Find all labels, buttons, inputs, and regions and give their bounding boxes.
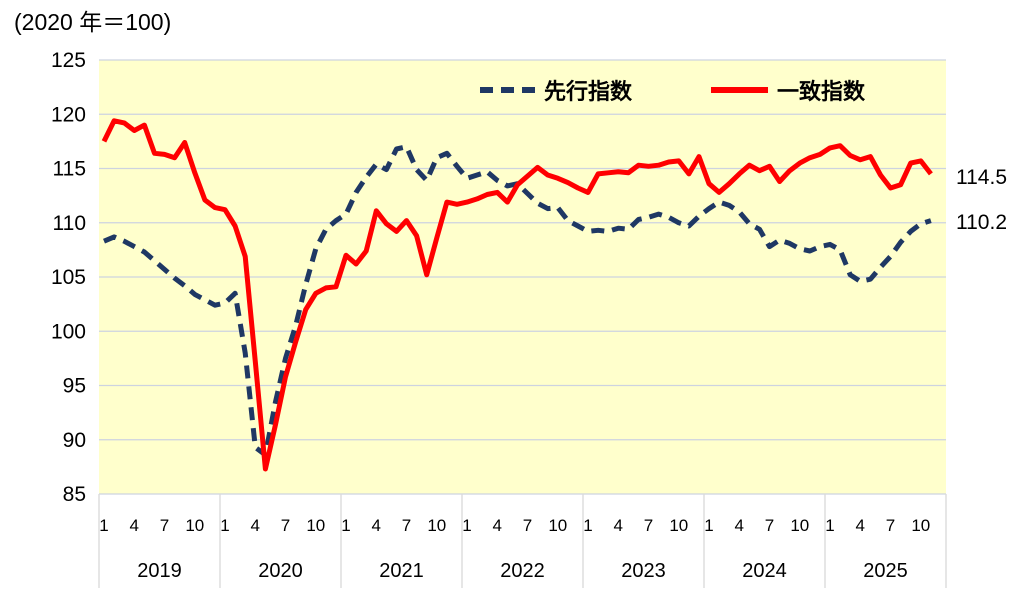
x-year-label: 2019 (137, 560, 182, 582)
x-year-label: 2025 (863, 560, 908, 582)
y-tick-label: 105 (51, 266, 86, 289)
x-month-label: 7 (644, 516, 653, 535)
x-year-label: 2023 (621, 560, 666, 582)
x-month-label: 1 (825, 516, 834, 535)
x-month-label: 4 (856, 516, 865, 535)
x-month-label: 7 (765, 516, 774, 535)
y-tick-label: 95 (63, 375, 86, 398)
chart-title: (2020 年＝100) (14, 9, 171, 35)
x-month-label: 4 (130, 516, 139, 535)
x-month-label: 4 (614, 516, 623, 535)
y-tick-label: 100 (51, 320, 86, 343)
x-month-label: 10 (185, 516, 204, 535)
x-month-label: 10 (669, 516, 688, 535)
x-month-label: 1 (583, 516, 592, 535)
y-tick-label: 90 (63, 429, 86, 452)
x-month-label: 7 (523, 516, 532, 535)
x-month-label: 1 (99, 516, 108, 535)
x-month-label: 1 (220, 516, 229, 535)
x-month-label: 1 (462, 516, 471, 535)
y-tick-label: 85 (63, 483, 86, 506)
x-month-label: 4 (493, 516, 502, 535)
x-month-label: 7 (886, 516, 895, 535)
gridline-layer (99, 59, 946, 495)
x-month-label: 10 (427, 516, 446, 535)
chart-legend: 先行指数 一致指数 (480, 79, 866, 104)
legend-coincident-label: 一致指数 (777, 79, 866, 104)
x-month-label: 7 (281, 516, 290, 535)
x-month-label: 7 (160, 516, 169, 535)
x-month-label: 10 (548, 516, 567, 535)
x-year-label: 2024 (742, 560, 787, 582)
y-tick-label: 110 (53, 212, 86, 235)
y-tick-label: 125 (51, 49, 86, 72)
x-month-label: 4 (735, 516, 744, 535)
y-tick-label: 120 (51, 103, 86, 126)
x-year-label: 2022 (500, 560, 545, 582)
x-month-label: 4 (372, 516, 381, 535)
x-year-label: 2021 (379, 560, 424, 582)
x-month-label: 10 (306, 516, 325, 535)
x-month-label: 1 (704, 516, 713, 535)
x-month-label: 1 (341, 516, 350, 535)
coincident-index-line (101, 118, 933, 472)
y-tick-label: 115 (53, 158, 86, 181)
coincident-last-value-label: 114.5 (956, 166, 1007, 189)
series-line-layer (101, 118, 933, 472)
leading-last-value-label: 110.2 (956, 211, 1007, 234)
x-month-label: 4 (251, 516, 260, 535)
x-month-label: 10 (911, 516, 930, 535)
legend-leading-label: 先行指数 (544, 79, 633, 104)
x-year-label: 2020 (258, 560, 303, 582)
x-month-label: 10 (790, 516, 809, 535)
x-month-label: 7 (402, 516, 411, 535)
